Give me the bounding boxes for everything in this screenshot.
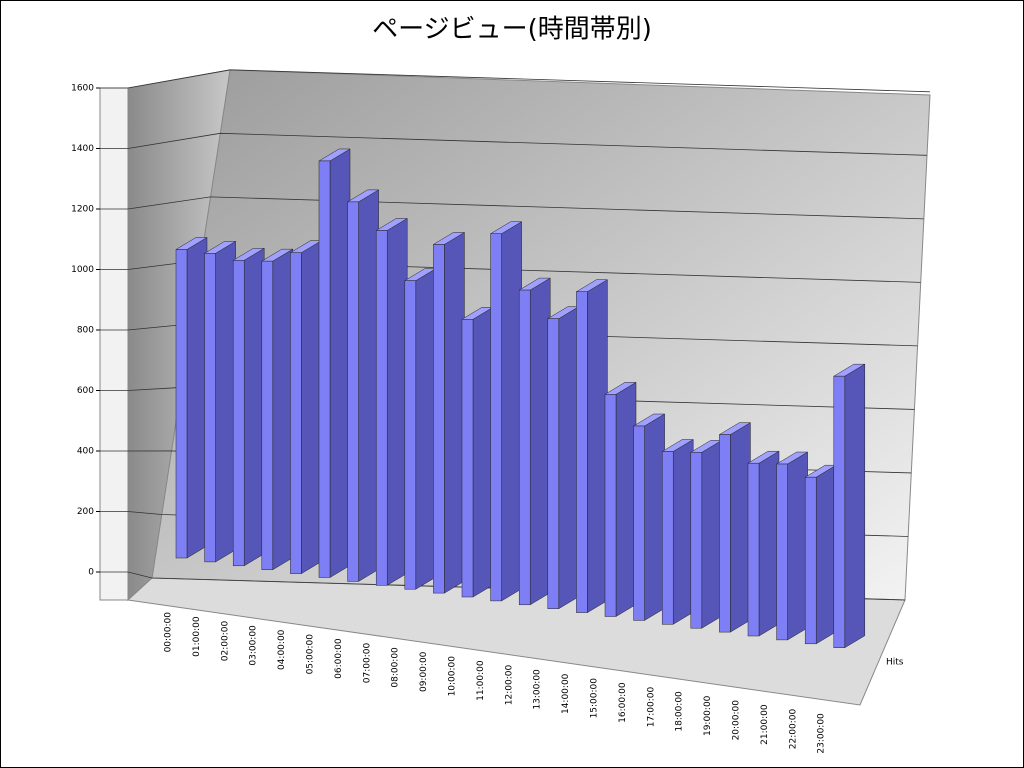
x-tick-label: 23:00:00 xyxy=(817,713,827,754)
bar-side xyxy=(358,189,379,582)
x-tick-label: 22:00:00 xyxy=(788,709,798,750)
grid-line xyxy=(100,259,921,283)
bar xyxy=(175,249,188,559)
bar xyxy=(232,260,245,567)
x-tick-label: 17:00:00 xyxy=(646,687,656,728)
x-tick-label: 00:00:00 xyxy=(164,612,174,653)
bar xyxy=(776,463,788,641)
grid-line xyxy=(100,132,927,156)
bar-side xyxy=(815,464,837,645)
bar-side xyxy=(844,363,866,649)
bar-side xyxy=(501,221,522,602)
bar-side xyxy=(758,450,780,637)
left-wall-edge xyxy=(99,87,129,601)
bar xyxy=(518,289,531,606)
bar-side xyxy=(243,247,265,567)
bar-side xyxy=(672,439,694,625)
bar xyxy=(290,252,302,574)
bar xyxy=(347,201,359,582)
legend-label: Hits xyxy=(886,658,904,668)
x-tick-label: 07:00:00 xyxy=(362,643,372,684)
y-tick-label: 200 xyxy=(77,507,94,517)
bar xyxy=(633,425,645,621)
y-tick-label: 0 xyxy=(88,568,94,578)
chart-title: ページビュー(時間帯別) xyxy=(372,15,652,45)
x-tick-label: 18:00:00 xyxy=(675,691,685,732)
x-tick-label: 21:00:00 xyxy=(760,704,770,745)
bar-side xyxy=(386,218,408,586)
y-tick-label: 800 xyxy=(77,326,94,336)
bar xyxy=(375,230,388,586)
bar xyxy=(318,160,331,578)
bar-side xyxy=(301,240,322,575)
y-tick-label: 1200 xyxy=(71,205,94,215)
bar-side xyxy=(415,268,437,590)
bar xyxy=(404,280,417,590)
bar xyxy=(719,434,731,633)
x-tick-label: 13:00:00 xyxy=(533,669,543,710)
bar-side xyxy=(472,306,494,598)
bar xyxy=(747,462,760,637)
y-tick-label: 600 xyxy=(77,386,94,396)
bar xyxy=(461,319,474,598)
bar-side xyxy=(529,277,551,606)
bar xyxy=(833,375,846,648)
x-tick-label: 15:00:00 xyxy=(590,678,600,719)
bar xyxy=(261,260,274,570)
bar-side xyxy=(215,240,236,563)
bar xyxy=(490,233,502,602)
bar-side xyxy=(587,279,608,614)
bar xyxy=(433,244,445,594)
bar xyxy=(604,394,617,617)
x-tick-label: 12:00:00 xyxy=(504,665,514,706)
x-tick-label: 09:00:00 xyxy=(419,651,429,692)
bar-side xyxy=(701,439,723,629)
bar-side xyxy=(444,231,465,594)
bar-side xyxy=(644,413,665,621)
bar-side xyxy=(272,248,294,571)
bar-side xyxy=(787,451,808,641)
x-tick-label: 01:00:00 xyxy=(192,616,202,657)
grid-line xyxy=(100,69,931,93)
x-tick-label: 05:00:00 xyxy=(306,634,316,675)
x-tick-label: 11:00:00 xyxy=(476,660,486,701)
bar xyxy=(690,452,703,629)
bar-side xyxy=(186,237,208,559)
x-tick-label: 16:00:00 xyxy=(618,682,628,723)
x-tick-label: 20:00:00 xyxy=(732,700,742,741)
x-tick-label: 06:00:00 xyxy=(334,638,344,679)
x-tick-label: 04:00:00 xyxy=(277,629,287,670)
x-tick-label: 19:00:00 xyxy=(703,695,713,736)
x-tick-label: 08:00:00 xyxy=(391,647,401,688)
bar-side xyxy=(730,422,751,633)
y-tick-label: 400 xyxy=(77,447,94,457)
x-tick-label: 03:00:00 xyxy=(249,625,259,666)
y-tick-label: 1400 xyxy=(71,144,94,154)
bar xyxy=(204,253,216,563)
grid-line xyxy=(100,196,924,220)
y-tick-label: 1600 xyxy=(71,84,94,94)
bar xyxy=(547,318,560,609)
bar xyxy=(804,476,817,645)
bar-side xyxy=(329,148,351,578)
x-tick-label: 02:00:00 xyxy=(220,621,230,662)
bar-side xyxy=(558,306,580,610)
x-tick-label: 14:00:00 xyxy=(561,673,571,714)
bar-side xyxy=(615,381,637,617)
bar xyxy=(661,451,674,625)
bar xyxy=(576,291,588,613)
y-tick-label: 1000 xyxy=(71,265,94,275)
x-tick-label: 10:00:00 xyxy=(448,656,458,697)
